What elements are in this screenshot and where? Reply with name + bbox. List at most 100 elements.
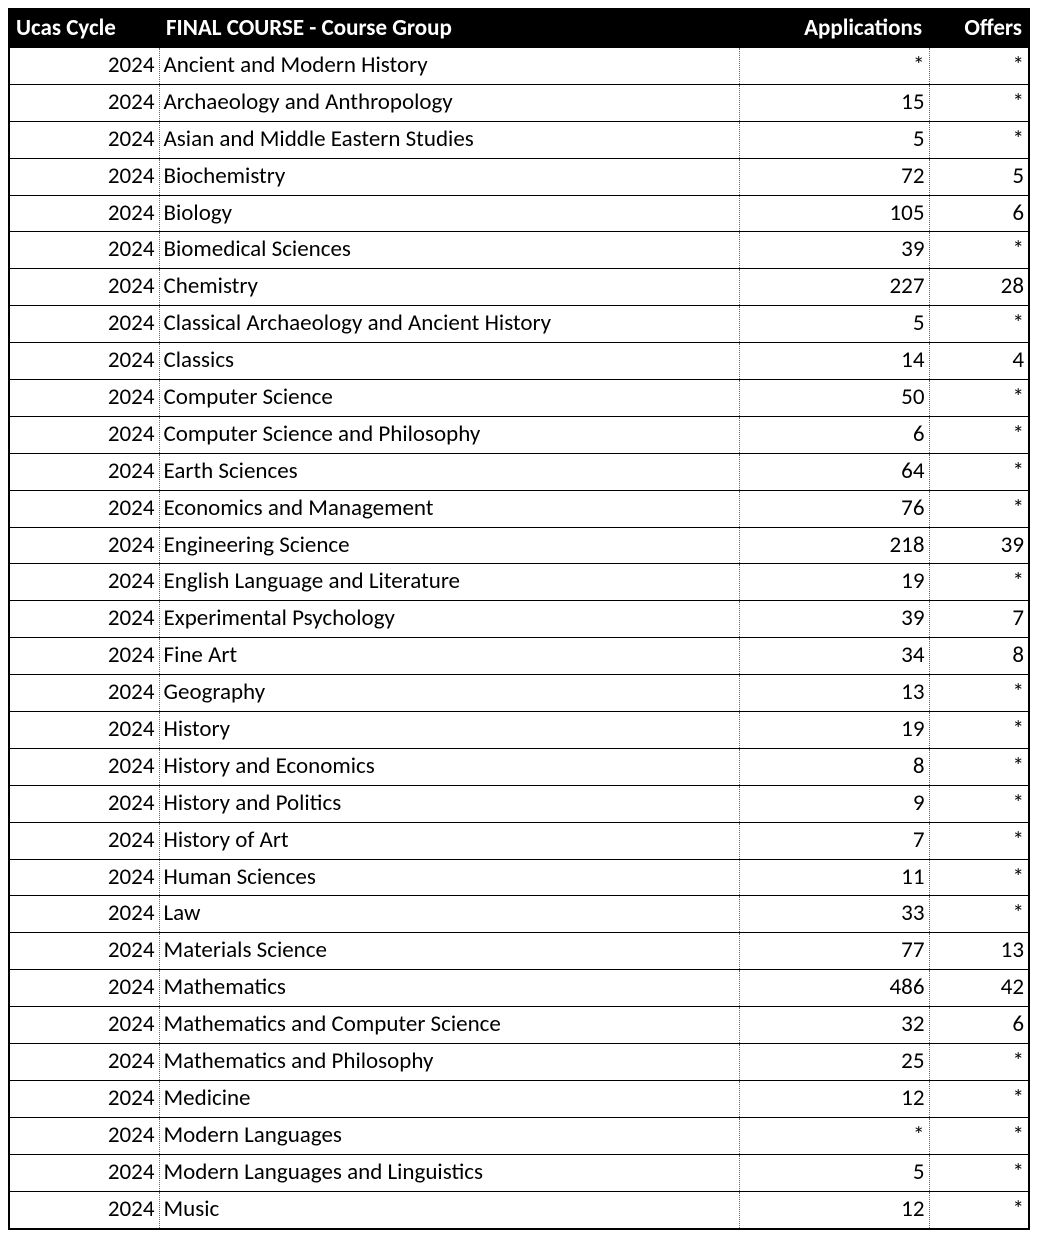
table-row: 2024Biology1056 xyxy=(9,195,1029,232)
cell-cycle: 2024 xyxy=(9,1080,159,1117)
cell-offers: * xyxy=(929,896,1029,933)
cell-applications: 15 xyxy=(739,84,929,121)
header-course: FINAL COURSE - Course Group xyxy=(159,9,739,47)
cell-cycle: 2024 xyxy=(9,158,159,195)
cell-offers: 42 xyxy=(929,970,1029,1007)
table-row: 2024History and Economics8* xyxy=(9,748,1029,785)
cell-course: Experimental Psychology xyxy=(159,601,739,638)
cell-applications: * xyxy=(739,1117,929,1154)
table-row: 2024Experimental Psychology397 xyxy=(9,601,1029,638)
cell-course: Geography xyxy=(159,675,739,712)
cell-course: Materials Science xyxy=(159,933,739,970)
cell-offers: * xyxy=(929,712,1029,749)
cell-applications: 7 xyxy=(739,822,929,859)
table-row: 2024Geography13* xyxy=(9,675,1029,712)
table-row: 2024History19* xyxy=(9,712,1029,749)
cell-applications: 105 xyxy=(739,195,929,232)
cell-course: Classics xyxy=(159,343,739,380)
cell-cycle: 2024 xyxy=(9,859,159,896)
cell-cycle: 2024 xyxy=(9,896,159,933)
table-body: 2024Ancient and Modern History**2024Arch… xyxy=(9,47,1029,1229)
cell-cycle: 2024 xyxy=(9,453,159,490)
cell-offers: * xyxy=(929,785,1029,822)
cell-offers: 6 xyxy=(929,1007,1029,1044)
cell-cycle: 2024 xyxy=(9,675,159,712)
cell-applications: 19 xyxy=(739,564,929,601)
cell-applications: 19 xyxy=(739,712,929,749)
cell-offers: * xyxy=(929,306,1029,343)
table-row: 2024History and Politics9* xyxy=(9,785,1029,822)
cell-applications: 34 xyxy=(739,638,929,675)
cell-course: Chemistry xyxy=(159,269,739,306)
header-applications: Applications xyxy=(739,9,929,47)
header-offers: Offers xyxy=(929,9,1029,47)
header-cycle: Ucas Cycle xyxy=(9,9,159,47)
cell-offers: 13 xyxy=(929,933,1029,970)
cell-course: History and Economics xyxy=(159,748,739,785)
cell-offers: * xyxy=(929,564,1029,601)
cell-offers: * xyxy=(929,47,1029,84)
cell-offers: * xyxy=(929,748,1029,785)
cell-cycle: 2024 xyxy=(9,822,159,859)
table-row: 2024English Language and Literature19* xyxy=(9,564,1029,601)
table-row: 2024Classical Archaeology and Ancient Hi… xyxy=(9,306,1029,343)
cell-applications: 50 xyxy=(739,380,929,417)
cell-offers: * xyxy=(929,232,1029,269)
cell-cycle: 2024 xyxy=(9,1007,159,1044)
cell-offers: 39 xyxy=(929,527,1029,564)
cell-course: Biochemistry xyxy=(159,158,739,195)
cell-course: Medicine xyxy=(159,1080,739,1117)
table-row: 2024Fine Art348 xyxy=(9,638,1029,675)
cell-course: Modern Languages and Linguistics xyxy=(159,1154,739,1191)
cell-offers: 4 xyxy=(929,343,1029,380)
cell-cycle: 2024 xyxy=(9,47,159,84)
cell-course: Asian and Middle Eastern Studies xyxy=(159,121,739,158)
table-row: 2024Biochemistry725 xyxy=(9,158,1029,195)
cell-cycle: 2024 xyxy=(9,490,159,527)
cell-course: Fine Art xyxy=(159,638,739,675)
cell-cycle: 2024 xyxy=(9,195,159,232)
cell-cycle: 2024 xyxy=(9,748,159,785)
cell-applications: 32 xyxy=(739,1007,929,1044)
cell-course: Computer Science xyxy=(159,380,739,417)
cell-applications: 64 xyxy=(739,453,929,490)
cell-cycle: 2024 xyxy=(9,638,159,675)
cell-course: Classical Archaeology and Ancient Histor… xyxy=(159,306,739,343)
cell-offers: 8 xyxy=(929,638,1029,675)
table-row: 2024Earth Sciences64* xyxy=(9,453,1029,490)
cell-offers: * xyxy=(929,1044,1029,1081)
cell-course: Mathematics and Computer Science xyxy=(159,1007,739,1044)
cell-offers: * xyxy=(929,1080,1029,1117)
cell-applications: 33 xyxy=(739,896,929,933)
cell-applications: 227 xyxy=(739,269,929,306)
cell-applications: * xyxy=(739,47,929,84)
table-row: 2024Modern Languages** xyxy=(9,1117,1029,1154)
cell-course: English Language and Literature xyxy=(159,564,739,601)
cell-offers: 5 xyxy=(929,158,1029,195)
cell-cycle: 2024 xyxy=(9,785,159,822)
cell-course: Law xyxy=(159,896,739,933)
cell-offers: * xyxy=(929,822,1029,859)
cell-cycle: 2024 xyxy=(9,527,159,564)
cell-course: History xyxy=(159,712,739,749)
table-row: 2024Archaeology and Anthropology15* xyxy=(9,84,1029,121)
cell-cycle: 2024 xyxy=(9,1191,159,1228)
table-row: 2024Ancient and Modern History** xyxy=(9,47,1029,84)
cell-course: Mathematics xyxy=(159,970,739,1007)
cell-cycle: 2024 xyxy=(9,564,159,601)
table-row: 2024Medicine12* xyxy=(9,1080,1029,1117)
cell-course: Archaeology and Anthropology xyxy=(159,84,739,121)
table-row: 2024Modern Languages and Linguistics5* xyxy=(9,1154,1029,1191)
cell-applications: 11 xyxy=(739,859,929,896)
cell-applications: 72 xyxy=(739,158,929,195)
cell-applications: 218 xyxy=(739,527,929,564)
course-applications-table: Ucas Cycle FINAL COURSE - Course Group A… xyxy=(8,8,1030,1230)
cell-course: Music xyxy=(159,1191,739,1228)
table-row: 2024History of Art7* xyxy=(9,822,1029,859)
cell-offers: 6 xyxy=(929,195,1029,232)
cell-cycle: 2024 xyxy=(9,269,159,306)
cell-course: Modern Languages xyxy=(159,1117,739,1154)
cell-applications: 39 xyxy=(739,232,929,269)
cell-applications: 76 xyxy=(739,490,929,527)
cell-cycle: 2024 xyxy=(9,306,159,343)
